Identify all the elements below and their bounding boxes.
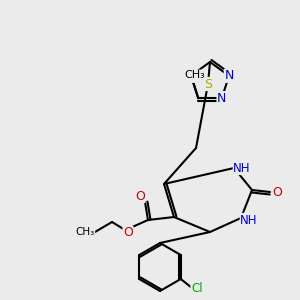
Text: S: S [204, 77, 212, 91]
Text: N: N [217, 92, 226, 105]
Text: NH: NH [240, 214, 258, 226]
Text: CH₃: CH₃ [75, 227, 94, 237]
Text: O: O [135, 190, 145, 202]
Text: NH: NH [233, 161, 251, 175]
Text: Cl: Cl [191, 283, 202, 296]
Text: N: N [224, 69, 234, 82]
Text: O: O [123, 226, 133, 239]
Text: O: O [272, 185, 282, 199]
Text: CH₃: CH₃ [185, 70, 206, 80]
Text: S: S [187, 69, 195, 82]
